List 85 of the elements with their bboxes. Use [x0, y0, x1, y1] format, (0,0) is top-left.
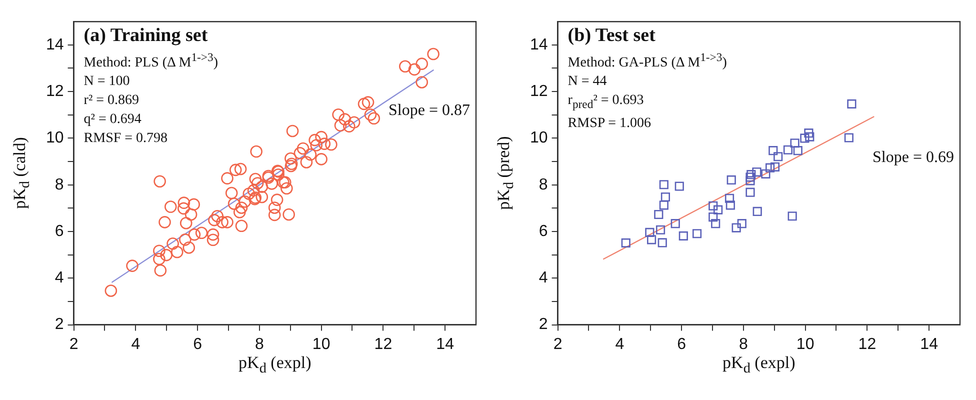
x-tick-label: 12: [374, 336, 392, 353]
y-tick-label: 12: [530, 82, 548, 100]
y-tick-label: 2: [538, 316, 548, 334]
point: [800, 134, 810, 143]
point: [732, 223, 741, 232]
point: [647, 235, 656, 244]
annotation: q² = 0.694: [84, 111, 142, 130]
y-tick-label: 4: [54, 270, 64, 287]
y-tick-label: 6: [538, 222, 548, 240]
annotation: Slope = 0.69: [872, 148, 954, 167]
point: [746, 170, 756, 180]
annotation: Method: PLS (Δ M$^{1->3}$): [84, 50, 218, 72]
point: [726, 200, 735, 210]
point: [752, 206, 762, 216]
point: [768, 146, 778, 156]
point: [746, 172, 755, 182]
point: [847, 99, 856, 108]
point: [660, 192, 670, 202]
y-tick-label: 14: [530, 36, 548, 54]
y-tick-label: 4: [538, 270, 548, 287]
point: [844, 133, 854, 142]
chart-title: (a) Training set: [84, 24, 209, 48]
point: [790, 138, 800, 148]
x-tick-label: 12: [858, 336, 876, 353]
y-tick-label: 12: [46, 82, 64, 100]
point: [621, 238, 630, 248]
point: [766, 163, 775, 172]
x-tick-label: 2: [553, 336, 562, 353]
x-tick-label: 6: [677, 336, 686, 353]
point: [746, 188, 755, 197]
point: [659, 200, 668, 210]
y-tick-label: 10: [530, 130, 548, 147]
x-tick-label: 2: [69, 336, 78, 353]
y-tick-label: 14: [46, 36, 64, 54]
point: [783, 145, 793, 154]
y-tick-label: 6: [54, 222, 64, 240]
point: [726, 175, 736, 185]
point: [770, 162, 780, 172]
point: [692, 229, 702, 238]
x-tick-label: 4: [615, 336, 624, 353]
annotation: N = 100: [84, 73, 131, 92]
point: [658, 238, 667, 248]
point: [788, 212, 797, 221]
point: [752, 167, 762, 177]
point: [708, 201, 718, 210]
annotation: Slope = 0.87: [388, 102, 470, 120]
point: [656, 225, 666, 234]
y-tick-label: 8: [538, 176, 548, 194]
x-tick-label: 6: [193, 336, 202, 353]
chart-title: (b) Test set: [568, 24, 656, 48]
annotation: N = 44: [568, 73, 608, 92]
point: [737, 219, 746, 228]
y-tick-label: 8: [54, 176, 64, 194]
point: [761, 169, 770, 178]
point: [774, 152, 783, 162]
annotation: r² = 0.869: [84, 92, 140, 110]
point: [654, 210, 664, 220]
y-tick-label: 2: [54, 316, 64, 334]
x-tick-label: 4: [131, 336, 140, 353]
x-tick-label: 8: [254, 336, 264, 353]
point: [711, 219, 720, 228]
point: [804, 128, 814, 138]
point: [659, 180, 668, 190]
point: [724, 194, 734, 203]
point: [678, 231, 688, 240]
point: [670, 219, 680, 228]
annotation: r$_{pred}$² = 0.693: [568, 92, 645, 114]
x-tick-label: 10: [312, 336, 330, 353]
point: [714, 205, 723, 214]
x-axis-title: pK$_{d}$ (expl): [722, 352, 796, 378]
x-axis-title: pK$_{d}$ (expl): [238, 352, 312, 378]
y-tick-label: 10: [46, 130, 64, 147]
point: [674, 182, 684, 191]
x-tick-label: 14: [436, 336, 454, 353]
annotation: RMSP = 1.006: [568, 115, 652, 134]
point: [645, 228, 654, 237]
point: [793, 146, 802, 156]
x-tick-label: 10: [796, 336, 814, 353]
point: [708, 212, 718, 222]
annotation: Method: GA-PLS (Δ M$^{1->3}$): [568, 50, 727, 72]
x-tick-label: 14: [920, 336, 938, 353]
point: [805, 132, 814, 142]
annotation: RMSF = 0.798: [84, 130, 169, 148]
x-tick-label: 8: [738, 336, 748, 353]
point: [746, 176, 755, 186]
